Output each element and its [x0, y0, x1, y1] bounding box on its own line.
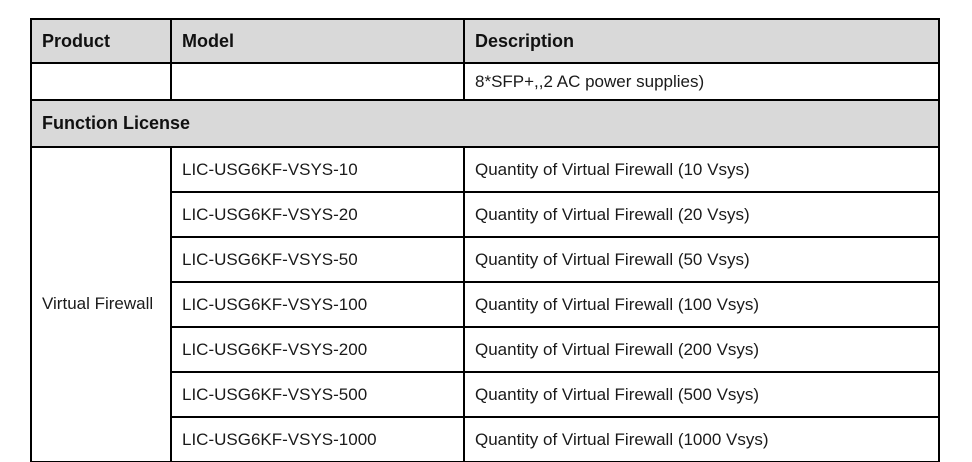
cell-description: Quantity of Virtual Firewall (1000 Vsys): [463, 416, 940, 462]
cell-description: 8*SFP+,,2 AC power supplies): [463, 62, 940, 101]
cell-model: LIC-USG6KF-VSYS-10: [170, 146, 465, 193]
cell-description: Quantity of Virtual Firewall (50 Vsys): [463, 236, 940, 283]
table-row-continuation: 8*SFP+,,2 AC power supplies): [30, 62, 940, 101]
col-header-description: Description: [463, 18, 940, 64]
col-header-product: Product: [30, 18, 172, 64]
table-row: LIC-USG6KF-VSYS-500 Quantity of Virtual …: [31, 371, 940, 418]
cell-product-empty: [30, 62, 172, 101]
header-row: Product Model Description: [30, 18, 940, 64]
cell-description: Quantity of Virtual Firewall (20 Vsys): [463, 191, 940, 238]
cell-description: Quantity of Virtual Firewall (200 Vsys): [463, 326, 940, 373]
cell-model: LIC-USG6KF-VSYS-20: [170, 191, 465, 238]
table-row: LIC-USG6KF-VSYS-100 Quantity of Virtual …: [31, 281, 940, 328]
table-body: 8*SFP+,,2 AC power supplies) Function Li…: [30, 62, 940, 462]
cell-model: LIC-USG6KF-VSYS-100: [170, 281, 465, 328]
section-title: Function License: [30, 99, 940, 148]
table-row: LIC-USG6KF-VSYS-200 Quantity of Virtual …: [31, 326, 940, 373]
cell-description: Quantity of Virtual Firewall (10 Vsys): [463, 146, 940, 193]
cell-description: Quantity of Virtual Firewall (100 Vsys): [463, 281, 940, 328]
section-header-row: Function License: [30, 99, 940, 148]
cell-model: LIC-USG6KF-VSYS-50: [170, 236, 465, 283]
cell-product-group: Virtual Firewall: [30, 146, 172, 462]
table-header: Product Model Description: [30, 18, 940, 64]
cell-model: LIC-USG6KF-VSYS-1000: [170, 416, 465, 462]
table-row: Virtual Firewall LIC-USG6KF-VSYS-10 Quan…: [30, 146, 940, 462]
table-row: LIC-USG6KF-VSYS-20 Quantity of Virtual F…: [31, 191, 940, 238]
cell-model: LIC-USG6KF-VSYS-500: [170, 371, 465, 418]
col-header-model: Model: [170, 18, 465, 64]
table-row: LIC-USG6KF-VSYS-1000 Quantity of Virtual…: [31, 416, 940, 462]
table-row: LIC-USG6KF-VSYS-50 Quantity of Virtual F…: [31, 236, 940, 283]
cell-description: Quantity of Virtual Firewall (500 Vsys): [463, 371, 940, 418]
cell-model-empty: [170, 62, 465, 101]
cell-model: LIC-USG6KF-VSYS-200: [170, 326, 465, 373]
license-table: Product Model Description 8*SFP+,,2 AC p…: [30, 18, 940, 462]
